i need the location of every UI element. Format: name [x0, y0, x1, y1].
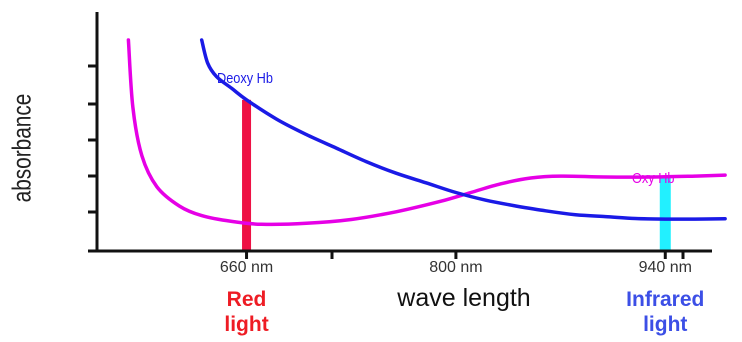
oxy-hb-line	[126, 38, 727, 227]
deoxy-hb-series-label: Deoxy Hb	[217, 70, 273, 87]
infrared-light-label-line2: light	[643, 313, 688, 336]
x-tick-label-800: 800 nm	[429, 259, 483, 276]
infrared-light-label-line1: Infrared	[626, 288, 705, 311]
oxy-hb-series-label: Oxy Hb	[632, 170, 675, 187]
x-axis-label: wave length	[397, 284, 531, 312]
wavelength-bands	[242, 99, 671, 250]
deoxy-hb-line	[199, 38, 727, 221]
red-light-band	[242, 99, 252, 250]
red-light-label: Red light	[224, 287, 268, 337]
x-tick-label-940: 940 nm	[638, 259, 692, 276]
infrared-light-label: Infrared light	[626, 287, 704, 337]
y-axis-ticks	[88, 64, 97, 253]
x-axis-ticks	[245, 251, 685, 259]
y-axis-label: absorbance	[6, 93, 37, 203]
red-light-label-line1: Red	[226, 288, 267, 311]
series-lines	[126, 38, 727, 227]
infrared-light-band	[659, 177, 671, 250]
red-light-label-line2: light	[224, 313, 269, 336]
x-tick-label-660: 660 nm	[219, 259, 274, 276]
